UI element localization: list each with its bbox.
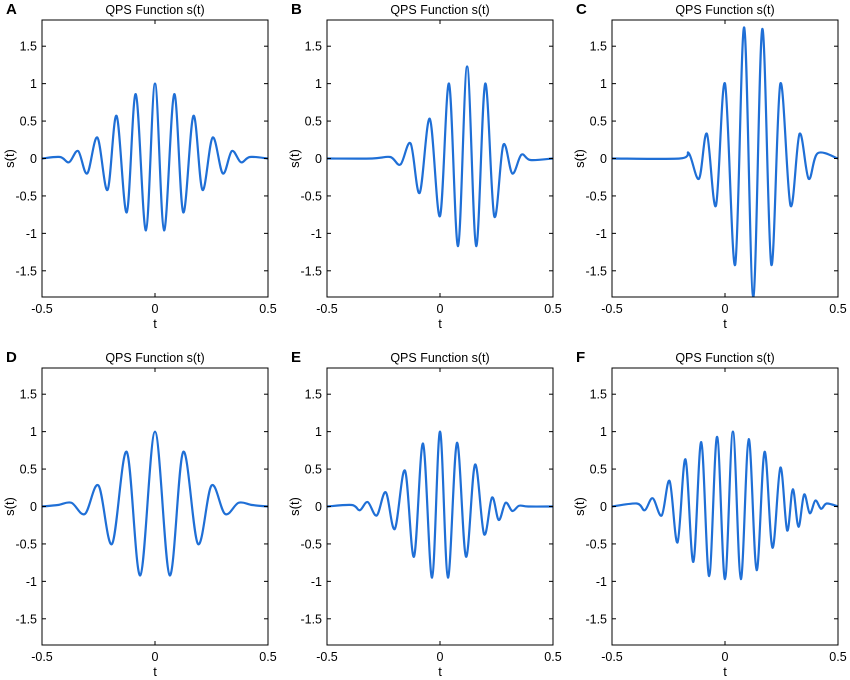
panel-letter: D bbox=[6, 349, 17, 366]
chart-title: QPS Function s(t) bbox=[675, 351, 774, 365]
x-tick-label: 0 bbox=[722, 650, 729, 664]
x-axis-label: t bbox=[723, 664, 727, 679]
plot-frame bbox=[41, 19, 269, 298]
y-tick-label: 1.5 bbox=[305, 388, 322, 402]
plot-frame bbox=[611, 367, 839, 646]
x-tick-label: -0.5 bbox=[316, 302, 338, 316]
y-tick-label: -0.5 bbox=[300, 537, 322, 551]
panel-E: E QPS Function s(t) -1.5 -1 -0.5 0 0.5 1 1.5 -0.5… bbox=[287, 349, 562, 679]
x-axis-label: t bbox=[153, 316, 157, 331]
y-tick-label: -1 bbox=[311, 575, 322, 589]
y-tick-label: 0 bbox=[315, 152, 322, 166]
panel-F: F QPS Function s(t) -1.5 -1 -0.5 0 0.5 1 1.5 -0.5… bbox=[572, 349, 847, 679]
series-line bbox=[42, 82, 268, 232]
x-axis-label: t bbox=[438, 316, 442, 331]
x-axis-label: t bbox=[153, 664, 157, 679]
chart-title: QPS Function s(t) bbox=[390, 351, 489, 365]
y-tick-label: -1.5 bbox=[15, 264, 37, 278]
panel-C: C QPS Function s(t) -1.5 -1 -0.5 0 0.5 1 1.5 -0.5… bbox=[572, 1, 847, 331]
y-tick-label: -0.5 bbox=[585, 537, 607, 551]
chart-title: QPS Function s(t) bbox=[105, 351, 204, 365]
y-tick-label: 1.5 bbox=[590, 40, 607, 54]
y-axis-label: s(t) bbox=[572, 497, 587, 516]
panel-letter: F bbox=[576, 349, 585, 366]
y-axis-label: s(t) bbox=[2, 149, 17, 168]
x-tick-label: 0 bbox=[722, 302, 729, 316]
x-tick-label: -0.5 bbox=[601, 650, 623, 664]
y-tick-label: 1 bbox=[600, 77, 607, 91]
panel-letter: C bbox=[576, 1, 587, 18]
y-tick-label: -1 bbox=[26, 575, 37, 589]
x-tick-label: 0 bbox=[152, 302, 159, 316]
y-tick-label: -1 bbox=[596, 227, 607, 241]
y-tick-label: 0 bbox=[600, 500, 607, 514]
y-tick-label: -1 bbox=[596, 575, 607, 589]
y-tick-label: 1.5 bbox=[20, 40, 37, 54]
y-tick-label: 0.5 bbox=[305, 463, 322, 477]
panel-A: A QPS Function s(t) -1.5 -1 -0.5 0 0.5 1 1.5 -0.5… bbox=[2, 1, 277, 331]
y-tick-label: 1 bbox=[315, 77, 322, 91]
chart-title: QPS Function s(t) bbox=[105, 3, 204, 17]
panel-D: D QPS Function s(t) -1.5 -1 -0.5 0 0.5 1 1.5 -0.5… bbox=[2, 349, 277, 679]
y-tick-label: -1.5 bbox=[300, 264, 322, 278]
y-tick-label: 0.5 bbox=[20, 115, 37, 129]
y-tick-label: -1.5 bbox=[585, 264, 607, 278]
y-tick-label: -0.5 bbox=[300, 189, 322, 203]
y-tick-label: 1 bbox=[30, 77, 37, 91]
panel-B: B QPS Function s(t) -1.5 -1 -0.5 0 0.5 1 1.5 -0.5… bbox=[287, 1, 562, 331]
y-tick-label: 1 bbox=[315, 425, 322, 439]
panel-letter: A bbox=[6, 1, 17, 18]
chart-title: QPS Function s(t) bbox=[390, 3, 489, 17]
series-line bbox=[612, 430, 838, 581]
y-tick-label: -0.5 bbox=[15, 537, 37, 551]
x-tick-label: 0.5 bbox=[829, 650, 846, 664]
y-tick-label: -1.5 bbox=[15, 612, 37, 626]
x-tick-label: 0 bbox=[437, 302, 444, 316]
y-tick-label: 1.5 bbox=[590, 388, 607, 402]
x-tick-label: -0.5 bbox=[31, 302, 53, 316]
y-tick-label: 0 bbox=[30, 500, 37, 514]
series-line bbox=[612, 26, 838, 297]
y-axis-label: s(t) bbox=[287, 497, 302, 516]
y-tick-label: 0 bbox=[315, 500, 322, 514]
x-tick-label: 0.5 bbox=[829, 302, 846, 316]
chart-title: QPS Function s(t) bbox=[675, 3, 774, 17]
y-tick-label: 0.5 bbox=[20, 463, 37, 477]
x-tick-label: 0.5 bbox=[544, 650, 561, 664]
y-tick-label: 0 bbox=[600, 152, 607, 166]
panel-letter: E bbox=[291, 349, 301, 366]
y-tick-label: -0.5 bbox=[585, 189, 607, 203]
y-tick-label: 0.5 bbox=[305, 115, 322, 129]
y-tick-label: -1.5 bbox=[585, 612, 607, 626]
y-axis-label: s(t) bbox=[287, 149, 302, 168]
x-tick-label: -0.5 bbox=[316, 650, 338, 664]
x-axis-label: t bbox=[723, 316, 727, 331]
panel-letter: B bbox=[291, 1, 302, 18]
y-tick-label: 0.5 bbox=[590, 463, 607, 477]
x-tick-label: 0 bbox=[437, 650, 444, 664]
y-tick-label: 0 bbox=[30, 152, 37, 166]
y-tick-label: 1 bbox=[30, 425, 37, 439]
x-tick-label: -0.5 bbox=[31, 650, 53, 664]
x-tick-label: -0.5 bbox=[601, 302, 623, 316]
y-tick-label: 1 bbox=[600, 425, 607, 439]
y-tick-label: 0.5 bbox=[590, 115, 607, 129]
y-tick-label: 1.5 bbox=[20, 388, 37, 402]
y-tick-label: -0.5 bbox=[15, 189, 37, 203]
y-tick-label: -1 bbox=[26, 227, 37, 241]
series-line bbox=[327, 430, 553, 579]
series-line bbox=[327, 65, 553, 248]
y-tick-label: -1.5 bbox=[300, 612, 322, 626]
x-axis-label: t bbox=[438, 664, 442, 679]
x-tick-label: 0 bbox=[152, 650, 159, 664]
y-axis-label: s(t) bbox=[2, 497, 17, 516]
y-tick-label: 1.5 bbox=[305, 40, 322, 54]
x-tick-label: 0.5 bbox=[259, 650, 276, 664]
x-tick-label: 0.5 bbox=[259, 302, 276, 316]
y-tick-label: -1 bbox=[311, 227, 322, 241]
y-axis-label: s(t) bbox=[572, 149, 587, 168]
series-line bbox=[42, 430, 268, 577]
x-tick-label: 0.5 bbox=[544, 302, 561, 316]
